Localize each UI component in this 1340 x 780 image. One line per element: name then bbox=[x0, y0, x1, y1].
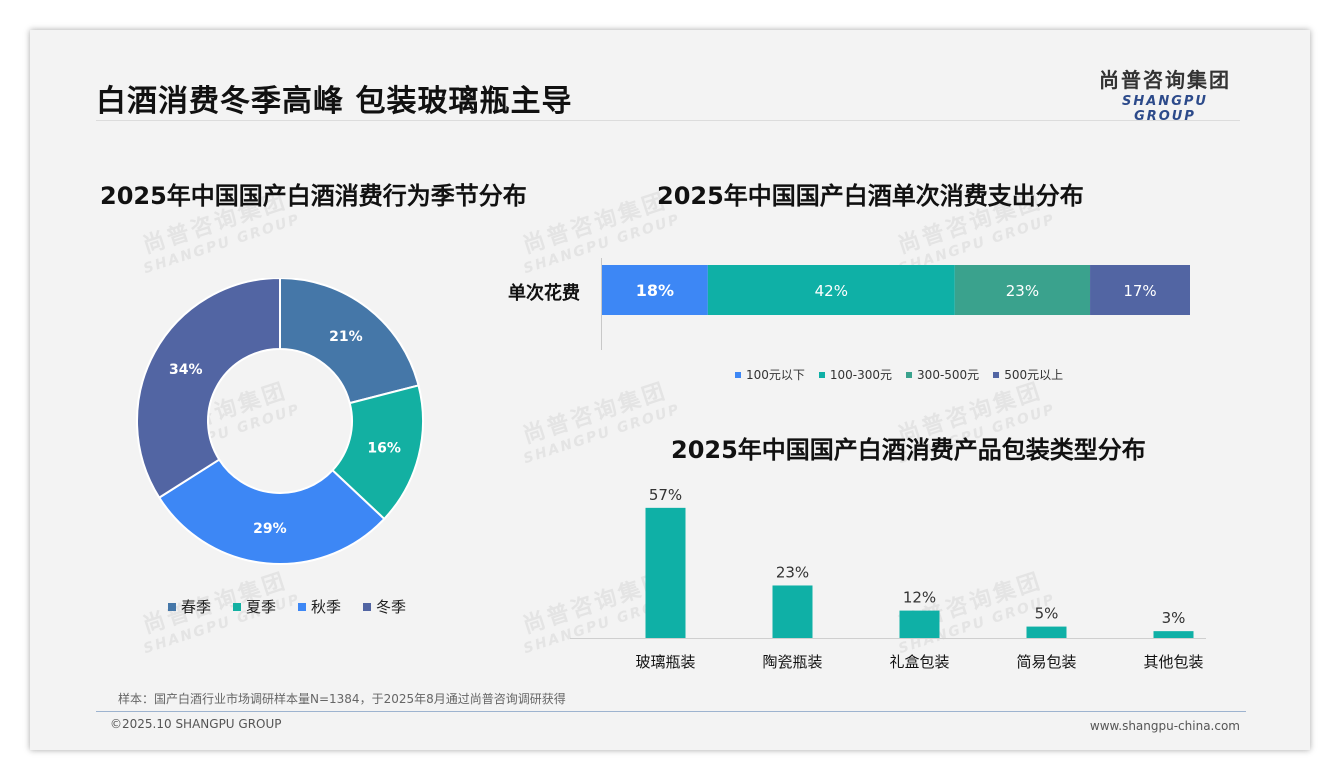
legend-item: 100元以下 bbox=[735, 366, 805, 383]
legend-label: 100-300元 bbox=[829, 368, 893, 382]
header-divider bbox=[96, 120, 1240, 121]
package-category-label: 陶瓷瓶装 bbox=[762, 653, 822, 671]
donut-data-label: 21% bbox=[329, 329, 363, 345]
legend-label: 100元以下 bbox=[746, 368, 805, 382]
spend-chart-title: 2025年中国国产白酒单次消费支出分布 bbox=[657, 182, 1084, 210]
legend-label: 秋季 bbox=[311, 598, 342, 616]
stack-data-label: 18% bbox=[636, 281, 674, 300]
package-category-label: 玻璃瓶装 bbox=[635, 653, 695, 671]
legend-item: 500元以上 bbox=[993, 366, 1063, 383]
package-data-label: 12% bbox=[903, 589, 936, 607]
legend-label: 500元以上 bbox=[1004, 368, 1064, 382]
spend-axis-line bbox=[601, 258, 602, 350]
spend-legend: 100元以下 100-300元 300-500元 500元以上 bbox=[735, 366, 1077, 383]
legend-item: 秋季 bbox=[298, 596, 341, 617]
package-bar-2 bbox=[772, 585, 813, 638]
package-bar-5 bbox=[1153, 631, 1194, 638]
season-donut-chart: 21% 16% 29% 34% bbox=[136, 278, 424, 565]
sample-note: 样本：国产白酒行业市场调研样本量N=1384，于2025年8月通过尚普咨询调研获… bbox=[118, 692, 566, 706]
legend-swatch bbox=[993, 371, 1000, 378]
package-data-label: 23% bbox=[776, 563, 809, 581]
page-title: 白酒消费冬季高峰 包装玻璃瓶主导 bbox=[96, 84, 573, 119]
stack-segment-2 bbox=[707, 265, 955, 315]
legend-label: 冬季 bbox=[376, 598, 407, 616]
legend-label: 夏季 bbox=[246, 598, 277, 616]
stack-segment-4 bbox=[1090, 265, 1190, 315]
watermark: 尚普咨询集团 SHANGPU GROUP bbox=[520, 378, 683, 468]
legend-item: 100-300元 bbox=[818, 366, 893, 383]
package-data-label: 57% bbox=[649, 486, 682, 504]
donut-slice-3 bbox=[157, 458, 386, 565]
package-bar-1 bbox=[645, 507, 686, 638]
spend-category-label: 单次花费 bbox=[508, 283, 580, 304]
package-bar-4 bbox=[1026, 626, 1067, 638]
legend-item: 冬季 bbox=[363, 596, 406, 617]
slide: 尚普咨询集团 SHANGPU GROUP 尚普咨询集团 SHANGPU GROUP … bbox=[30, 30, 1310, 750]
package-category-label: 礼盒包装 bbox=[889, 653, 949, 671]
footer-divider bbox=[96, 711, 1246, 712]
stack-segment-1 bbox=[602, 265, 708, 315]
logo-cn-text: 尚普咨询集团 bbox=[1099, 68, 1231, 92]
package-data-label: 5% bbox=[1035, 605, 1059, 623]
package-category-label: 其他包装 bbox=[1143, 653, 1203, 671]
package-data-label: 3% bbox=[1162, 609, 1186, 627]
copyright-text: ©2025.10 SHANGPU GROUP bbox=[110, 717, 282, 731]
legend-item: 春季 bbox=[168, 596, 211, 617]
package-category-label: 简易包装 bbox=[1016, 653, 1076, 671]
legend-swatch bbox=[906, 371, 913, 378]
legend-swatch bbox=[818, 371, 825, 378]
season-chart-title: 2025年中国国产白酒消费行为季节分布 bbox=[100, 182, 527, 210]
spend-stacked-bar: 18% 42% 23% 17% bbox=[602, 265, 1190, 315]
donut-slice-4 bbox=[136, 278, 281, 500]
legend-swatch bbox=[363, 602, 372, 611]
stack-data-label: 23% bbox=[1006, 282, 1039, 300]
season-legend: 春季 夏季 秋季 冬季 bbox=[168, 596, 428, 617]
donut-slice-1 bbox=[279, 278, 420, 405]
legend-item: 300-500元 bbox=[906, 366, 979, 383]
legend-swatch bbox=[168, 602, 176, 611]
stack-segment-3 bbox=[954, 265, 1091, 315]
package-chart-title: 2025年中国国产白酒消费产品包装类型分布 bbox=[671, 436, 1146, 464]
legend-swatch bbox=[233, 602, 242, 611]
package-bar-3 bbox=[899, 610, 940, 638]
legend-swatch bbox=[735, 371, 741, 378]
company-logo: 尚普咨询集团 SHANGPU GROUP bbox=[1090, 64, 1240, 124]
stack-data-label: 42% bbox=[815, 282, 848, 300]
legend-item: 夏季 bbox=[233, 596, 276, 617]
package-column-chart: 57% 玻璃瓶装 23% 陶瓷瓶装 12% 礼盒包装 5% 简易包装 3% 其他包装 bbox=[570, 486, 1206, 671]
legend-swatch bbox=[298, 602, 307, 611]
donut-data-label: 29% bbox=[253, 521, 287, 537]
donut-data-label: 34% bbox=[169, 362, 203, 378]
stack-data-label: 17% bbox=[1123, 282, 1156, 300]
legend-label: 春季 bbox=[181, 598, 212, 616]
donut-data-label: 16% bbox=[367, 441, 401, 457]
website-text: www.shangpu-china.com bbox=[1089, 719, 1240, 733]
legend-label: 300-500元 bbox=[917, 368, 980, 382]
